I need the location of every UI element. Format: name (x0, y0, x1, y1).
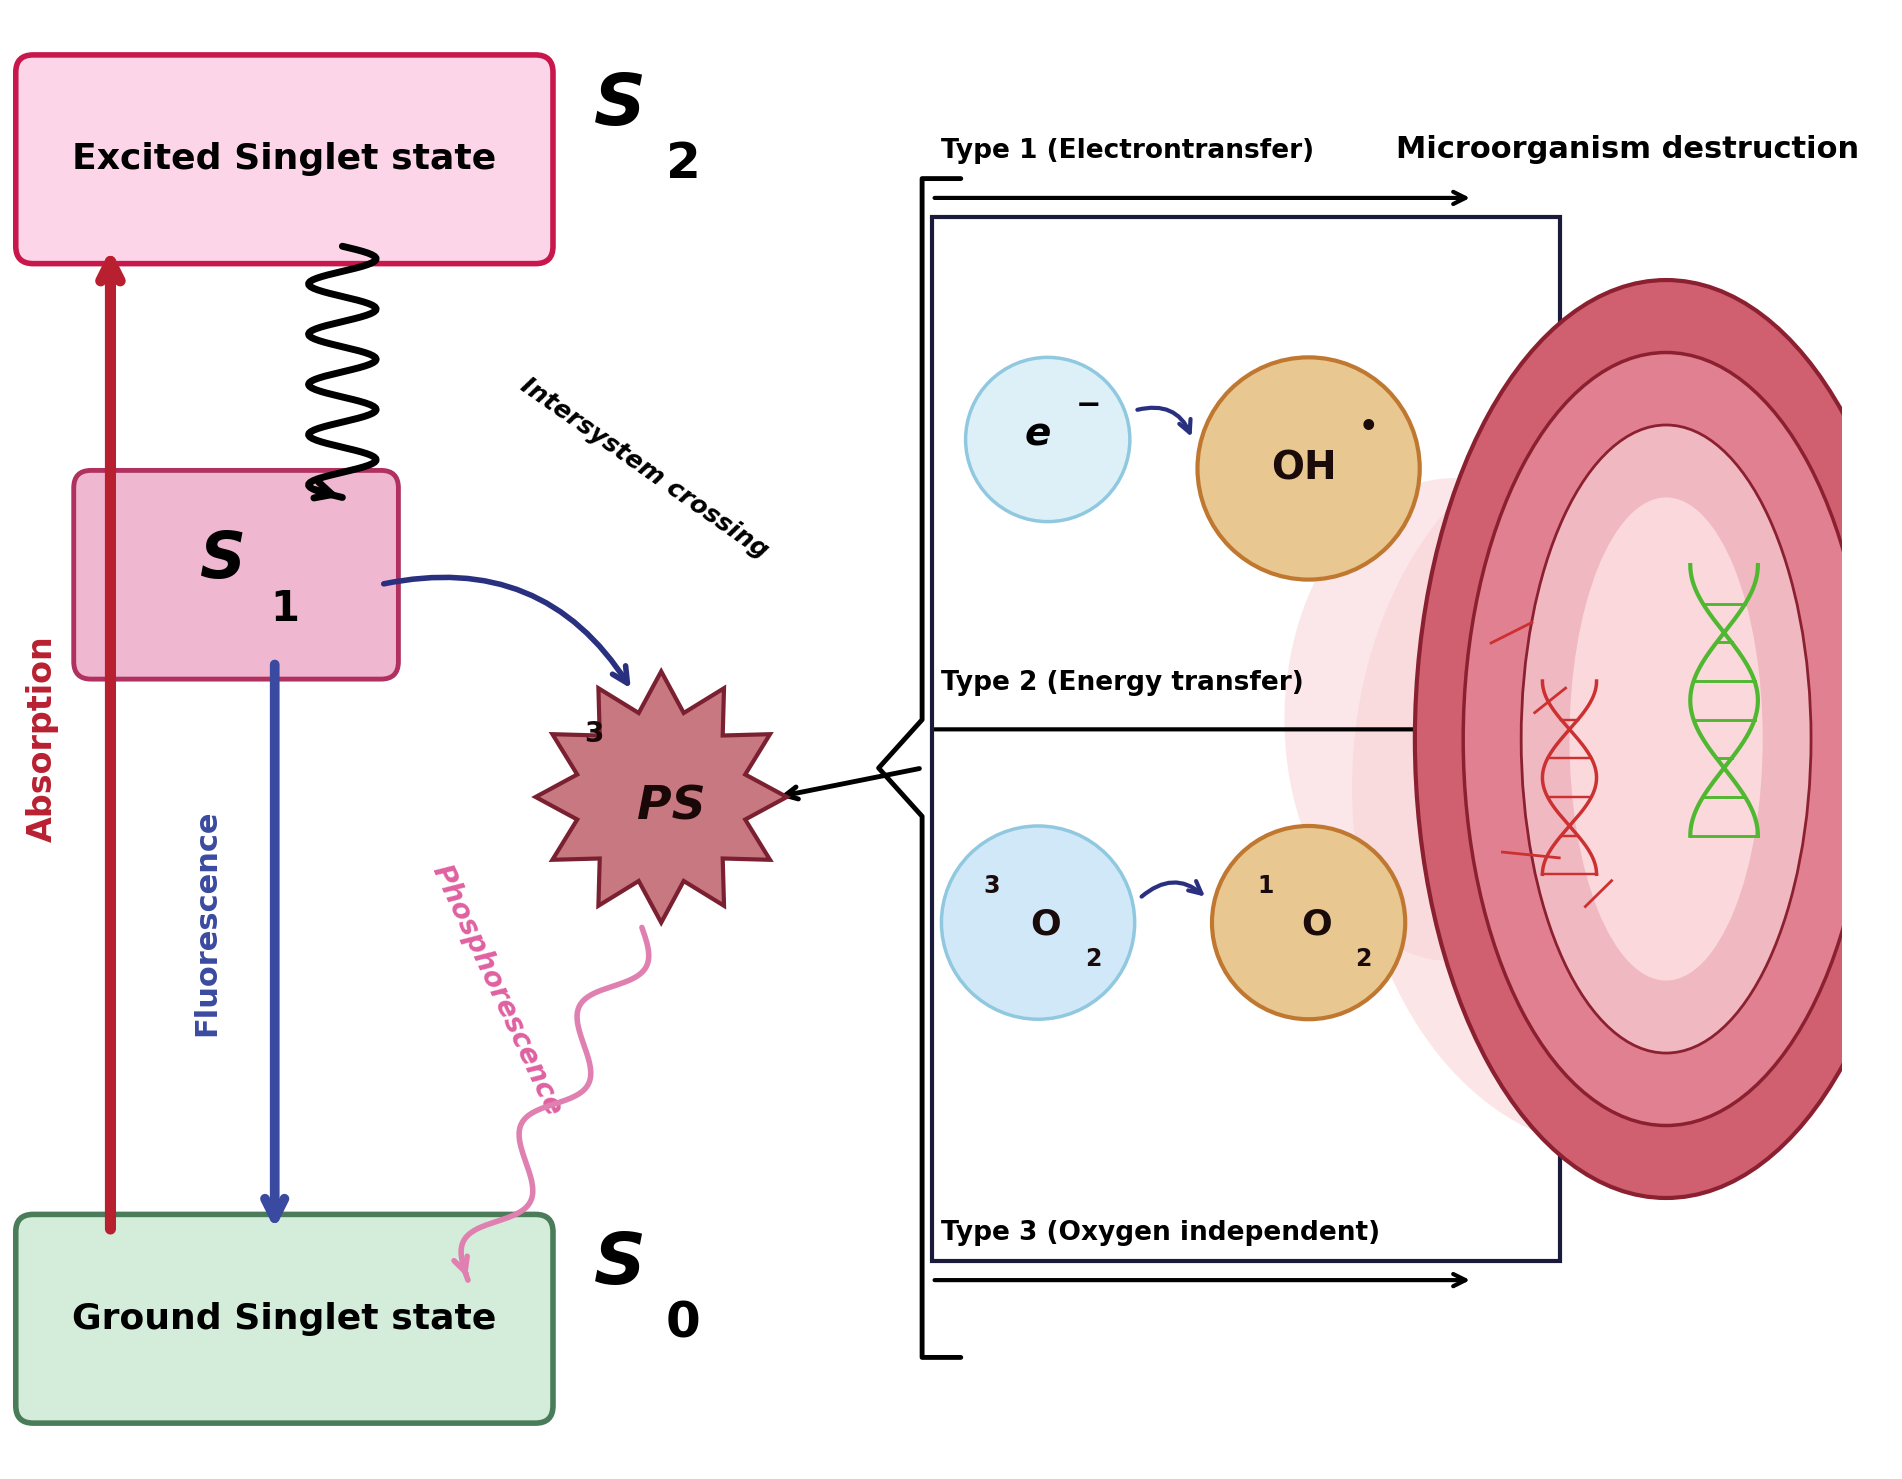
Text: Intersystem crossing: Intersystem crossing (515, 374, 772, 563)
Text: e: e (1025, 416, 1052, 454)
Text: •: • (1358, 414, 1379, 442)
Text: Type 3 (Oxygen independent): Type 3 (Oxygen independent) (941, 1220, 1381, 1247)
Text: 2: 2 (1356, 948, 1371, 972)
Text: Absorption: Absorption (27, 636, 59, 843)
Ellipse shape (1463, 352, 1870, 1126)
Text: 1: 1 (270, 587, 299, 630)
Text: Ground Singlet state: Ground Singlet state (72, 1302, 496, 1336)
Circle shape (1212, 825, 1406, 1019)
Text: S: S (593, 71, 645, 141)
Text: Fluorescence: Fluorescence (192, 809, 221, 1035)
Text: OH: OH (1271, 450, 1337, 488)
Text: Excited Singlet state: Excited Singlet state (72, 142, 496, 176)
Text: Type 2 (Energy transfer): Type 2 (Energy transfer) (941, 670, 1305, 695)
Circle shape (966, 358, 1130, 522)
FancyBboxPatch shape (15, 1214, 553, 1423)
Text: −: − (1075, 390, 1101, 420)
Text: PS: PS (637, 784, 706, 830)
Polygon shape (536, 671, 787, 923)
Text: S: S (593, 1231, 645, 1300)
FancyBboxPatch shape (15, 55, 553, 263)
Text: 3: 3 (983, 874, 1000, 898)
Text: Type 1 (Electrontransfer): Type 1 (Electrontransfer) (941, 138, 1314, 164)
FancyBboxPatch shape (74, 470, 398, 679)
Circle shape (1198, 358, 1419, 580)
Ellipse shape (1415, 280, 1902, 1198)
Ellipse shape (1284, 478, 1622, 961)
Text: Phosphorescence: Phosphorescence (426, 861, 567, 1120)
Text: 3: 3 (584, 720, 603, 748)
Ellipse shape (1522, 424, 1811, 1053)
Text: 0: 0 (666, 1300, 700, 1347)
Ellipse shape (1569, 497, 1763, 981)
Text: 1: 1 (1257, 874, 1272, 898)
Ellipse shape (1352, 424, 1883, 1149)
Text: 2: 2 (1084, 948, 1101, 972)
Text: O: O (1301, 908, 1331, 942)
Circle shape (941, 825, 1135, 1019)
Text: S: S (198, 529, 245, 592)
Text: 2: 2 (666, 141, 702, 188)
Text: Microorganism destruction: Microorganism destruction (1396, 135, 1858, 164)
Text: O: O (1031, 908, 1061, 942)
